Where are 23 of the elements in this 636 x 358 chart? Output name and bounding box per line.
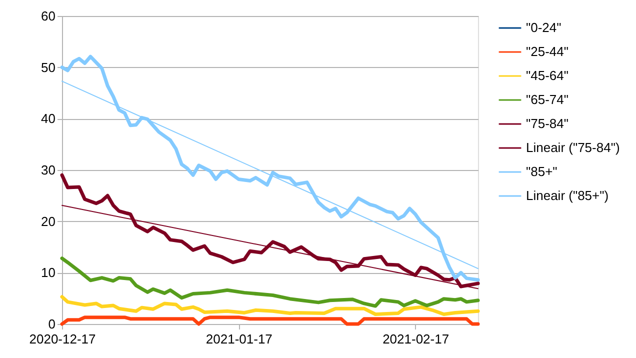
x-tick-label: 2021-02-17 xyxy=(382,332,450,346)
y-tick-label: 50 xyxy=(41,60,56,75)
line-series xyxy=(60,173,480,288)
line-series xyxy=(60,54,480,282)
legend-label: "25-44" xyxy=(526,44,569,59)
line-series xyxy=(60,256,480,308)
legend-label: "45-64" xyxy=(526,68,569,83)
legend-label: "65-74" xyxy=(526,92,569,107)
line-series xyxy=(60,295,480,316)
line-series xyxy=(60,316,480,326)
x-tick-label: 2020-12-17 xyxy=(29,332,96,346)
y-tick-label: 40 xyxy=(41,111,56,126)
legend-label: "0-24" xyxy=(526,20,562,35)
y-tick-label: 60 xyxy=(41,8,56,24)
y-tick-label: 0 xyxy=(48,316,56,332)
x-tick-label: 2021-01-17 xyxy=(206,332,272,346)
legend-label: "85+" xyxy=(526,164,558,179)
y-tick-label: 20 xyxy=(41,214,56,229)
legend-label: "75-84" xyxy=(526,116,569,131)
y-tick-label: 10 xyxy=(41,265,56,280)
legend-label: Lineair ("85+") xyxy=(526,188,609,203)
y-tick-label: 30 xyxy=(41,162,56,178)
legend-label: Lineair ("75-84") xyxy=(526,140,620,155)
